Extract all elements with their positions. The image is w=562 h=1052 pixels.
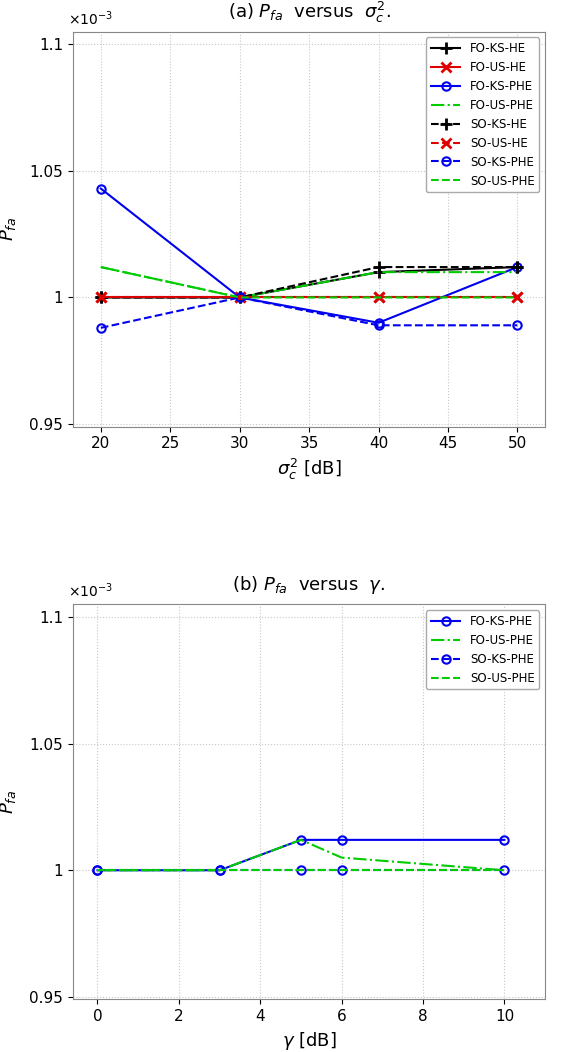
SO-KS-PHE — [94, 864, 101, 876]
FO-US-PHE — [94, 864, 101, 876]
FO-KS-PHE — [97, 182, 104, 195]
FO-US-HE — [514, 291, 521, 304]
X-axis label: $\sigma_c^2$ [dB]: $\sigma_c^2$ [dB] — [277, 457, 342, 482]
SO-US-PHE — [94, 864, 101, 876]
Legend: FO-KS-HE, FO-US-HE, FO-KS-PHE, FO-US-PHE, SO-KS-HE, SO-US-HE, SO-KS-PHE, SO-US-P: FO-KS-HE, FO-US-HE, FO-KS-PHE, FO-US-PHE… — [426, 38, 539, 193]
FO-US-PHE — [216, 864, 223, 876]
FO-US-HE — [97, 291, 104, 304]
FO-US-HE — [236, 291, 243, 304]
FO-KS-PHE — [236, 291, 243, 304]
FO-US-PHE — [375, 266, 382, 279]
Line: FO-US-HE: FO-US-HE — [96, 292, 522, 302]
SO-US-PHE — [501, 864, 508, 876]
Line: SO-KS-PHE: SO-KS-PHE — [93, 866, 509, 874]
FO-KS-PHE — [375, 317, 382, 329]
Line: FO-KS-PHE: FO-KS-PHE — [93, 835, 509, 874]
Title: (a) $P_{fa}$  versus  $\sigma_c^2$.: (a) $P_{fa}$ versus $\sigma_c^2$. — [228, 0, 391, 24]
FO-US-PHE — [338, 851, 345, 864]
SO-US-PHE — [97, 261, 104, 274]
FO-US-PHE — [501, 864, 508, 876]
SO-KS-PHE — [97, 322, 104, 335]
FO-KS-PHE — [298, 833, 305, 846]
FO-KS-HE — [97, 291, 104, 304]
SO-US-HE — [236, 291, 243, 304]
SO-KS-PHE — [501, 864, 508, 876]
FO-KS-PHE — [514, 261, 521, 274]
FO-US-PHE — [298, 833, 305, 846]
SO-US-PHE — [298, 864, 305, 876]
SO-US-HE — [97, 291, 104, 304]
SO-KS-HE — [514, 261, 521, 274]
Line: SO-US-PHE: SO-US-PHE — [101, 267, 518, 298]
SO-US-HE — [514, 291, 521, 304]
SO-KS-PHE — [338, 864, 345, 876]
Title: (b) $P_{fa}$  versus  $\gamma$.: (b) $P_{fa}$ versus $\gamma$. — [233, 574, 386, 596]
SO-KS-PHE — [236, 291, 243, 304]
FO-KS-PHE — [94, 864, 101, 876]
SO-US-PHE — [216, 864, 223, 876]
FO-US-PHE — [236, 291, 243, 304]
FO-US-HE — [375, 291, 382, 304]
Line: FO-KS-HE: FO-KS-HE — [96, 262, 523, 303]
FO-KS-HE — [375, 266, 382, 279]
FO-KS-HE — [514, 261, 521, 274]
FO-KS-HE — [236, 291, 243, 304]
Line: SO-KS-PHE: SO-KS-PHE — [97, 294, 522, 332]
SO-US-PHE — [338, 864, 345, 876]
SO-KS-PHE — [375, 319, 382, 331]
Line: SO-US-HE: SO-US-HE — [96, 292, 522, 302]
Line: SO-KS-HE: SO-KS-HE — [96, 262, 523, 303]
SO-US-PHE — [514, 291, 521, 304]
Line: FO-US-PHE: FO-US-PHE — [97, 839, 505, 870]
Legend: FO-KS-PHE, FO-US-PHE, SO-KS-PHE, SO-US-PHE: FO-KS-PHE, FO-US-PHE, SO-KS-PHE, SO-US-P… — [426, 610, 539, 689]
FO-US-PHE — [97, 261, 104, 274]
FO-US-PHE — [514, 266, 521, 279]
X-axis label: $\gamma$ [dB]: $\gamma$ [dB] — [282, 1030, 337, 1052]
SO-US-PHE — [375, 291, 382, 304]
SO-KS-HE — [236, 291, 243, 304]
FO-KS-PHE — [216, 864, 223, 876]
FO-KS-PHE — [338, 833, 345, 846]
Text: $\times10^{-3}$: $\times10^{-3}$ — [69, 9, 114, 27]
Text: $\times10^{-3}$: $\times10^{-3}$ — [69, 582, 114, 601]
SO-US-HE — [375, 291, 382, 304]
SO-KS-PHE — [514, 319, 521, 331]
SO-KS-HE — [375, 261, 382, 274]
Line: FO-KS-PHE: FO-KS-PHE — [97, 184, 522, 327]
SO-KS-HE — [97, 291, 104, 304]
FO-KS-PHE — [501, 833, 508, 846]
Line: FO-US-PHE: FO-US-PHE — [101, 267, 518, 298]
Y-axis label: $P_{fa}$: $P_{fa}$ — [0, 790, 19, 814]
SO-KS-PHE — [298, 864, 305, 876]
SO-KS-PHE — [216, 864, 223, 876]
SO-US-PHE — [236, 291, 243, 304]
Y-axis label: $P_{fa}$: $P_{fa}$ — [0, 217, 19, 241]
